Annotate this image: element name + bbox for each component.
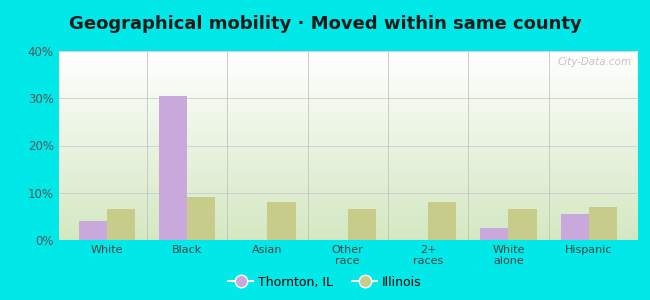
Bar [561,214,589,240]
Bar [508,209,536,240]
Bar [589,207,617,240]
Legend: Thornton, IL, Illinois: Thornton, IL, Illinois [224,271,426,294]
Bar [159,96,187,240]
Bar [348,209,376,240]
Bar [107,209,135,240]
Text: Geographical mobility · Moved within same county: Geographical mobility · Moved within sam… [69,15,581,33]
Bar [79,221,107,240]
Bar [187,197,215,240]
Bar [267,202,296,240]
Bar [480,228,508,240]
Text: City-Data.com: City-Data.com [557,57,631,67]
Bar [428,202,456,240]
